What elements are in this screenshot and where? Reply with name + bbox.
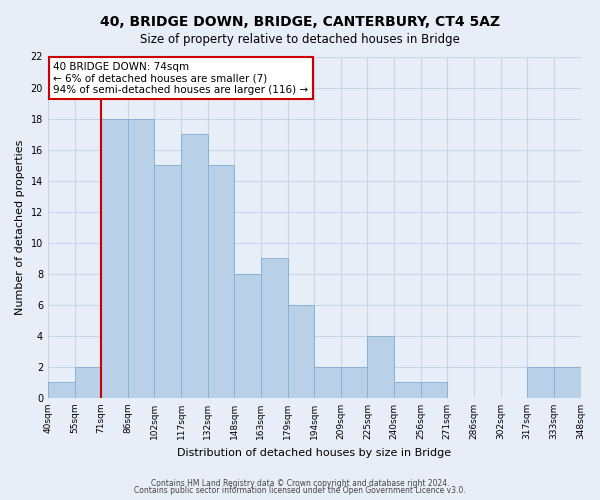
- Bar: [74, 367, 101, 398]
- Bar: [235, 274, 261, 398]
- Text: Size of property relative to detached houses in Bridge: Size of property relative to detached ho…: [140, 32, 460, 46]
- Bar: [367, 336, 394, 398]
- Bar: [527, 367, 554, 398]
- Bar: [341, 367, 367, 398]
- Text: Contains HM Land Registry data © Crown copyright and database right 2024.: Contains HM Land Registry data © Crown c…: [151, 478, 449, 488]
- Y-axis label: Number of detached properties: Number of detached properties: [15, 140, 25, 315]
- Bar: [421, 382, 448, 398]
- Bar: [128, 118, 154, 398]
- Bar: [287, 305, 314, 398]
- Bar: [181, 134, 208, 398]
- Bar: [154, 165, 181, 398]
- Bar: [101, 118, 128, 398]
- Text: Contains public sector information licensed under the Open Government Licence v3: Contains public sector information licen…: [134, 486, 466, 495]
- Bar: [208, 165, 235, 398]
- Bar: [314, 367, 341, 398]
- Bar: [394, 382, 421, 398]
- X-axis label: Distribution of detached houses by size in Bridge: Distribution of detached houses by size …: [177, 448, 451, 458]
- Text: 40, BRIDGE DOWN, BRIDGE, CANTERBURY, CT4 5AZ: 40, BRIDGE DOWN, BRIDGE, CANTERBURY, CT4…: [100, 15, 500, 29]
- Text: 40 BRIDGE DOWN: 74sqm
← 6% of detached houses are smaller (7)
94% of semi-detach: 40 BRIDGE DOWN: 74sqm ← 6% of detached h…: [53, 62, 308, 95]
- Bar: [554, 367, 581, 398]
- Bar: [261, 258, 287, 398]
- Bar: [48, 382, 74, 398]
